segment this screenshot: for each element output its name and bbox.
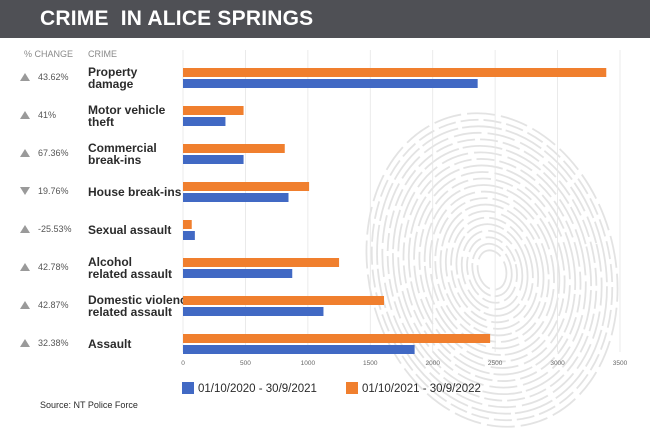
- x-axis-ticks: 0 500 1000 1500 2000 2500 3000 3500: [181, 360, 627, 367]
- fingerprint-ridge: [439, 203, 545, 337]
- bar-2020-2021: [183, 79, 478, 88]
- percent-change: 42.87%: [38, 300, 69, 310]
- fingerprint-ridge: [423, 184, 561, 356]
- bar-2020-2021: [183, 155, 244, 164]
- fingerprint-ridge: [397, 151, 587, 389]
- x-tick-label: 1000: [301, 360, 316, 367]
- fingerprint-ridge: [392, 144, 592, 396]
- bar-2021-2022: [183, 296, 385, 305]
- bar-2020-2021: [183, 269, 293, 278]
- percent-change: 42.78%: [38, 262, 69, 272]
- category-label: Sexual assault: [88, 223, 171, 237]
- percent-change: -25.53%: [38, 224, 72, 234]
- bar-2021-2022: [183, 334, 491, 343]
- bar-2021-2022: [183, 220, 192, 229]
- category-label: Commercial: [88, 141, 157, 155]
- category-label: break-ins: [88, 153, 142, 167]
- bar-2021-2022: [183, 182, 310, 191]
- arrow-up-icon: [20, 111, 30, 119]
- legend-swatch: [182, 382, 194, 394]
- arrow-up-icon: [20, 301, 30, 309]
- arrow-up-icon: [20, 149, 30, 157]
- fingerprint-ridge: [407, 164, 577, 376]
- bars: [183, 68, 607, 354]
- arrow-up-icon: [20, 263, 30, 271]
- fingerprint-ridge: [413, 171, 571, 369]
- change-column-header: % CHANGE: [24, 49, 73, 59]
- fingerprint-ridge: [471, 242, 513, 298]
- legend: 01/10/2020 - 30/9/2021 01/10/2021 - 30/9/…: [182, 382, 481, 395]
- arrow-up-icon: [20, 339, 30, 347]
- bar-2020-2021: [183, 193, 289, 202]
- source-note: Source: NT Police Force: [40, 400, 138, 410]
- bar-2020-2021: [183, 231, 195, 240]
- category-label: Property: [88, 65, 138, 79]
- category-label: Assault: [88, 337, 131, 351]
- bar-2021-2022: [183, 258, 340, 267]
- x-tick-label: 2000: [425, 360, 440, 367]
- category-label: House break-ins: [88, 185, 182, 199]
- bar-2020-2021: [183, 307, 324, 316]
- bar-2021-2022: [183, 106, 244, 115]
- legend-label: 01/10/2020 - 30/9/2021: [198, 383, 317, 395]
- bar-2021-2022: [183, 144, 285, 153]
- bar-2020-2021: [183, 345, 415, 354]
- fingerprint-ridge: [466, 236, 518, 304]
- bar-2021-2022: [183, 68, 607, 77]
- category-label: Domestic violence: [88, 293, 194, 307]
- fingerprint-ridge: [460, 229, 524, 311]
- category-label: theft: [88, 115, 114, 129]
- legend-swatch: [346, 382, 358, 394]
- percent-change: 32.38%: [38, 338, 69, 348]
- grid-lines: [182, 50, 621, 352]
- category-label: related assault: [88, 305, 172, 319]
- fingerprint-ridge: [434, 197, 550, 343]
- percent-change: 43.62%: [38, 72, 69, 82]
- arrow-down-icon: [20, 187, 30, 195]
- fingerprint-ridge: [444, 210, 540, 330]
- category-label: related assault: [88, 267, 172, 281]
- x-tick-label: 2500: [488, 360, 503, 367]
- fingerprint-ridge: [476, 249, 508, 291]
- percent-change: 41%: [38, 110, 56, 120]
- chart-title: CRIME IN ALICE SPRINGS: [40, 7, 314, 30]
- fingerprint-ridge: [450, 216, 534, 324]
- legend-label: 01/10/2021 - 30/9/2022: [362, 383, 481, 395]
- title-bar: CRIME IN ALICE SPRINGS: [0, 0, 650, 38]
- fingerprint-ridge: [418, 177, 566, 363]
- x-tick-label: 0: [181, 360, 185, 367]
- category-label: Motor vehicle: [88, 103, 166, 117]
- crime-column-header: CRIME: [88, 49, 117, 59]
- fingerprint-ridge: [386, 138, 598, 402]
- fingerprint-ridge: [455, 223, 529, 317]
- percent-change: 19.76%: [38, 186, 69, 196]
- fingerprint-watermark: [365, 112, 619, 428]
- percent-change: 67.36%: [38, 148, 69, 158]
- fingerprint-ridge: [402, 158, 582, 382]
- category-label: damage: [88, 77, 134, 91]
- x-tick-label: 3500: [613, 360, 628, 367]
- bar-2020-2021: [183, 117, 226, 126]
- category-label: Alcohol: [88, 255, 132, 269]
- arrow-up-icon: [20, 73, 30, 81]
- x-tick-label: 500: [240, 360, 251, 367]
- fingerprint-ridge: [381, 131, 603, 409]
- x-tick-label: 1500: [363, 360, 378, 367]
- x-tick-label: 3000: [550, 360, 565, 367]
- arrow-up-icon: [20, 225, 30, 233]
